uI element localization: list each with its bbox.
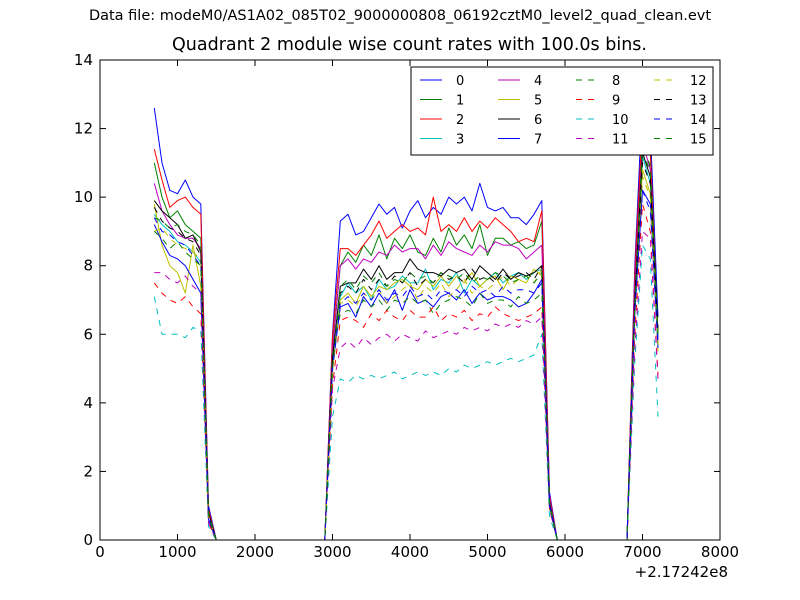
- series-line-1: [153, 138, 659, 540]
- x-tick-label: 1000: [158, 543, 196, 561]
- y-tick-label: 4: [83, 394, 93, 412]
- x-tick-label: 6000: [546, 543, 584, 561]
- series-line-12: [154, 176, 659, 540]
- y-tick-label: 2: [83, 462, 93, 480]
- legend-label-1: 1: [456, 94, 464, 109]
- legend-label-3: 3: [456, 133, 464, 148]
- series-line-2: [153, 121, 659, 540]
- legend-label-5: 5: [534, 94, 542, 109]
- chart-title: Quadrant 2 module wise count rates with …: [172, 35, 647, 55]
- legend-label-9: 9: [612, 94, 620, 109]
- legend-label-2: 2: [456, 113, 464, 128]
- x-tick-label: 2000: [236, 543, 274, 561]
- series-line-10: [153, 244, 659, 540]
- y-tick-label: 8: [83, 257, 93, 275]
- legend-label-11: 11: [612, 133, 629, 148]
- series-line-9: [153, 203, 659, 540]
- legend-label-15: 15: [690, 133, 707, 148]
- series-line-3: [153, 155, 659, 540]
- x-tick-label: 5000: [468, 543, 506, 561]
- y-tick-label: 12: [74, 120, 93, 138]
- series-line-14: [153, 189, 659, 540]
- legend-label-7: 7: [534, 133, 542, 148]
- series-line-8: [154, 141, 659, 540]
- axis-ticks: 0 1000 2000 3000 4000 5000 6000 7000 80000246810…: [74, 51, 739, 561]
- series-line-5: [153, 169, 659, 540]
- legend-label-14: 14: [690, 113, 707, 128]
- legend-label-0: 0: [456, 74, 464, 89]
- series-line-15: [153, 148, 659, 540]
- y-tick-label: 14: [74, 51, 93, 69]
- series-line-0: [153, 97, 659, 540]
- x-tick-label: 7000: [623, 543, 661, 561]
- x-tick-label: 4000: [391, 543, 429, 561]
- y-tick-label: 6: [83, 325, 93, 343]
- legend-label-6: 6: [534, 113, 542, 128]
- x-tick-label: 3000: [313, 543, 351, 561]
- plot-lines: [153, 97, 659, 540]
- legend-label-4: 4: [534, 74, 542, 89]
- legend-box: [410, 66, 714, 156]
- x-tick-label: 0: [95, 543, 105, 561]
- y-tick-label: 10: [74, 188, 93, 206]
- series-line-4: [153, 141, 659, 540]
- legend-label-13: 13: [690, 94, 707, 109]
- legend-label-10: 10: [612, 113, 629, 128]
- legend-label-8: 8: [612, 74, 620, 89]
- legend-label-12: 12: [690, 74, 707, 89]
- x-tick-label: 8000: [701, 543, 739, 561]
- y-tick-label: 0: [83, 531, 93, 549]
- series-line-6: [153, 152, 659, 540]
- x-axis-offset-label: +2.17242e8: [634, 563, 728, 581]
- data-file-suptitle: Data file: modeM0/AS1A02_085T02_90000008…: [88, 8, 712, 24]
- series-line-11: [154, 230, 659, 540]
